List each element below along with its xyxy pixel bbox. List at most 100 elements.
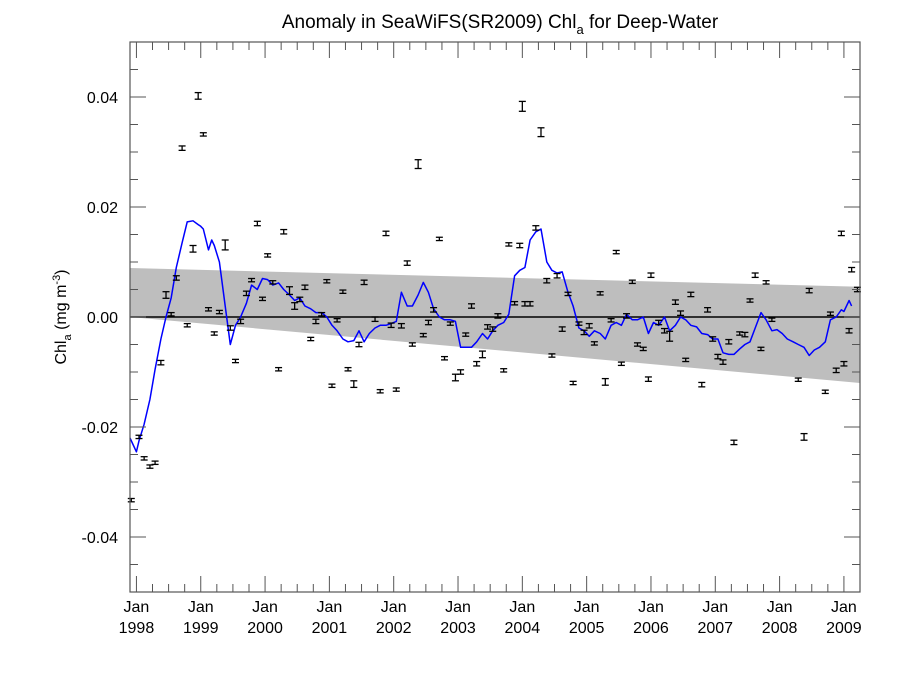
data-point-errorbar — [725, 338, 733, 345]
x-tick-label-year: 2004 — [505, 620, 541, 637]
data-point-errorbar — [157, 359, 165, 366]
data-point-errorbar — [655, 319, 663, 326]
data-point-errorbar — [682, 357, 690, 363]
smoothed-anomaly-line — [129, 220, 853, 453]
data-point-errorbar — [355, 341, 363, 348]
data-point-errorbar — [494, 313, 502, 319]
data-point-errorbar — [275, 366, 283, 372]
data-point-errorbar — [269, 280, 277, 285]
data-point-errorbar — [312, 318, 320, 325]
x-tick-label-month: Jan — [638, 599, 664, 616]
data-point-errorbar — [730, 439, 738, 446]
data-point-errorbar — [837, 230, 845, 237]
data-point-errorbar — [430, 306, 438, 313]
data-point-errorbar — [704, 306, 712, 313]
x-tick-label-month: Jan — [831, 599, 857, 616]
data-point-errorbar — [392, 387, 400, 392]
data-point-errorbar — [360, 279, 368, 286]
data-point-errorbar — [204, 306, 212, 312]
data-point-errorbar — [424, 319, 432, 326]
y-tick-label: -0.02 — [82, 420, 119, 437]
data-point-errorbar — [741, 331, 749, 338]
data-point-errorbar — [468, 303, 476, 309]
data-point-errorbar — [845, 327, 853, 334]
x-tick-label-month: Jan — [252, 599, 278, 616]
data-point-errorbar — [516, 242, 524, 249]
data-point-errorbar — [189, 244, 197, 253]
data-point-errorbar — [280, 228, 288, 235]
data-point-errorbar — [500, 368, 508, 373]
data-point-errorbar — [489, 326, 497, 332]
data-point-errorbar — [376, 388, 384, 394]
data-point-errorbar — [532, 225, 540, 231]
data-point-errorbar — [558, 326, 566, 332]
x-tick-label-year: 2002 — [376, 620, 412, 637]
x-tick-label-month: Jan — [767, 599, 793, 616]
data-point-errorbar — [553, 272, 561, 279]
data-point-errorbar — [628, 279, 636, 285]
x-tick-label-year: 2009 — [826, 620, 862, 637]
data-point-errorbar — [167, 311, 175, 317]
data-point-errorbar — [677, 310, 685, 317]
data-point-errorbar — [585, 322, 593, 329]
data-point-errorbar — [698, 381, 706, 388]
data-point-errorbar — [441, 355, 449, 361]
data-point-errorbar — [146, 464, 154, 469]
data-point-errorbar — [226, 325, 234, 331]
data-point-errorbar — [183, 322, 191, 328]
data-point-errorbar — [419, 332, 427, 338]
data-point-errorbar — [580, 329, 588, 336]
trend-band-layer — [130, 268, 860, 383]
data-point-errorbar — [596, 291, 604, 296]
chart-title: Anomaly in SeaWiFS(SR2009) Chla for Deep… — [282, 12, 719, 37]
data-point-errorbar — [794, 377, 802, 383]
data-point-errorbar — [194, 91, 202, 100]
data-point-errorbar — [478, 350, 486, 359]
x-tick-label-year: 2006 — [633, 620, 669, 637]
data-point-errorbar — [612, 249, 620, 255]
x-tick-label-month: Jan — [574, 599, 600, 616]
data-point-errorbar — [601, 377, 609, 386]
data-point-errorbar — [291, 302, 299, 310]
smoothed-line-layer — [129, 220, 853, 453]
data-point-errorbar — [387, 322, 395, 329]
data-point-errorbar — [543, 277, 551, 284]
data-point-errorbar — [848, 266, 856, 273]
data-point-errorbar — [751, 272, 759, 279]
data-point-errorbar — [127, 497, 135, 503]
data-point-errorbar — [671, 299, 679, 306]
x-tick-label-month: Jan — [702, 599, 728, 616]
x-tick-label-year: 1999 — [183, 620, 219, 637]
data-point-errorbar — [746, 298, 754, 303]
x-tick-label-month: Jan — [445, 599, 471, 616]
y-tick-label: 0.02 — [87, 200, 118, 217]
data-point-errorbar — [199, 132, 207, 137]
data-point-errorbar — [569, 380, 577, 386]
data-point-errorbar — [178, 145, 186, 152]
data-point-errorbar — [210, 331, 218, 336]
data-point-errorbar — [840, 360, 848, 367]
data-point-errorbar — [800, 432, 808, 441]
data-point-errorbar — [248, 277, 256, 283]
data-point-errorbar — [660, 327, 668, 334]
data-point-errorbar — [832, 367, 840, 374]
data-point-errorbar — [639, 346, 647, 352]
y-tick-labels: -0.04 -0.02 0.00 0.02 0.04 — [82, 90, 119, 547]
errorbar-layer — [127, 91, 861, 503]
data-point-errorbar — [397, 322, 405, 329]
data-point-errorbar — [714, 353, 722, 360]
x-tick-label-year: 2000 — [247, 620, 283, 637]
data-point-errorbar — [215, 309, 223, 315]
data-point-errorbar — [564, 291, 572, 297]
data-point-errorbar — [666, 330, 674, 342]
data-point-errorbar — [518, 100, 526, 112]
y-axis-label: Chla (mg m-3) — [51, 269, 74, 364]
data-point-errorbar — [135, 434, 143, 440]
x-tick-label-year: 2008 — [762, 620, 798, 637]
axes — [129, 41, 861, 593]
data-point-errorbar — [286, 286, 294, 296]
data-point-errorbar — [719, 359, 727, 365]
y-tick-label: 0.00 — [87, 310, 118, 327]
data-point-errorbar — [537, 127, 545, 138]
data-point-errorbar — [258, 296, 266, 302]
